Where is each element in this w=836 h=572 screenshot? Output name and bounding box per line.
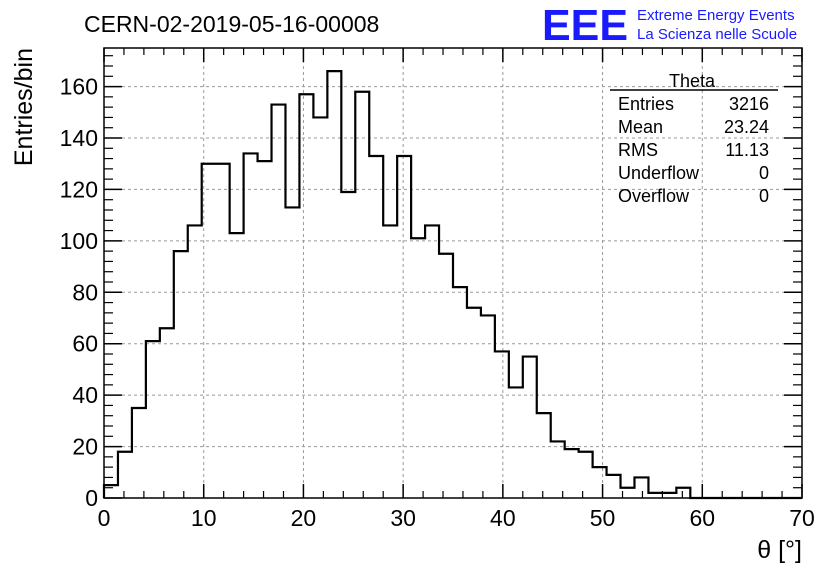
stats-value-overflow: 0 bbox=[759, 186, 769, 206]
logo-line-1: Extreme Energy Events bbox=[637, 7, 795, 24]
stats-box: Theta Entries 3216 Mean 23.24 RMS 11.13 … bbox=[610, 71, 778, 206]
stats-value-entries: 3216 bbox=[729, 94, 769, 114]
x-tick-label: 60 bbox=[689, 505, 715, 531]
stats-label-mean: Mean bbox=[618, 117, 663, 137]
y-tick-label: 120 bbox=[60, 176, 98, 202]
stats-label-entries: Entries bbox=[618, 94, 674, 114]
x-tick-label: 40 bbox=[490, 505, 516, 531]
y-tick-labels: 0 20 40 60 80 100 120 140 160 bbox=[60, 74, 98, 511]
y-tick-label: 100 bbox=[60, 228, 98, 254]
logo-line-2: La Scienza nelle Scuole bbox=[637, 26, 797, 43]
stats-label-underflow: Underflow bbox=[618, 163, 700, 183]
x-tick-label: 30 bbox=[390, 505, 416, 531]
y-tick-label: 40 bbox=[72, 382, 98, 408]
y-tick-label: 160 bbox=[60, 74, 98, 100]
stats-value-underflow: 0 bbox=[759, 163, 769, 183]
stats-label-overflow: Overflow bbox=[618, 186, 690, 206]
histogram-series bbox=[102, 70, 802, 500]
grid-lines bbox=[104, 48, 802, 498]
x-axis-label: θ [°] bbox=[757, 536, 802, 564]
x-tick-labels: 0 10 20 30 40 50 60 70 bbox=[98, 505, 815, 531]
stats-title: Theta bbox=[669, 71, 716, 91]
y-tick-label: 60 bbox=[72, 331, 98, 357]
y-tick-label: 140 bbox=[60, 125, 98, 151]
logo-mark: EEE bbox=[542, 1, 628, 50]
x-tick-label: 10 bbox=[191, 505, 217, 531]
y-axis-label: Entries/bin bbox=[10, 48, 38, 166]
chart-title: CERN-02-2019-05-16-00008 bbox=[84, 11, 379, 37]
stats-value-rms: 11.13 bbox=[725, 140, 769, 160]
stats-value-mean: 23.24 bbox=[724, 117, 769, 137]
x-tick-label: 50 bbox=[590, 505, 616, 531]
y-tick-label: 80 bbox=[72, 279, 98, 305]
axis-ticks bbox=[103, 48, 803, 499]
y-tick-label: 20 bbox=[72, 434, 98, 460]
x-tick-label: 20 bbox=[291, 505, 317, 531]
stats-label-rms: RMS bbox=[618, 140, 658, 160]
y-tick-label: 0 bbox=[85, 485, 98, 511]
x-tick-label: 70 bbox=[789, 505, 815, 531]
eee-logo: EEE Extreme Energy Events La Scienza nel… bbox=[542, 1, 797, 50]
x-tick-label: 0 bbox=[98, 505, 111, 531]
plot-frame bbox=[103, 47, 803, 499]
